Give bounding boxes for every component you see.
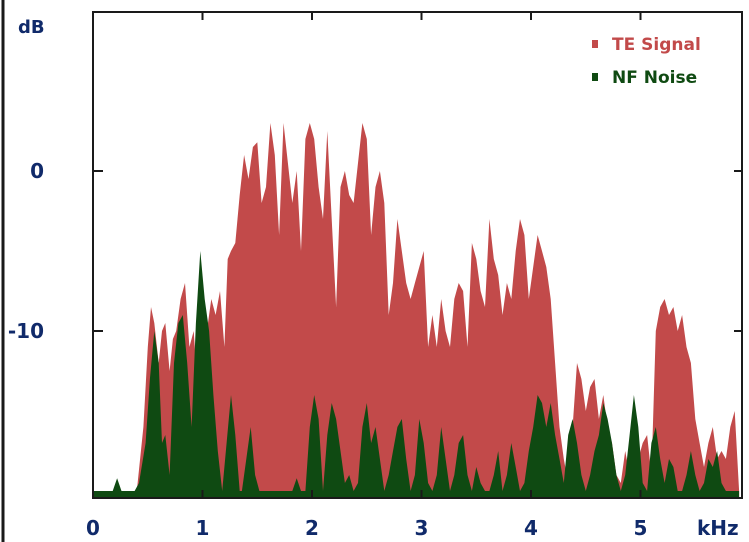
series-area-te-signal xyxy=(136,123,740,498)
x-tick-label: 0 xyxy=(86,516,100,540)
x-tick-label: 3 xyxy=(415,516,429,540)
legend-marker-te-signal xyxy=(592,40,598,48)
x-tick-label: 4 xyxy=(524,516,538,540)
legend: TE Signal NF Noise xyxy=(592,35,701,88)
legend-label-te-signal: TE Signal xyxy=(612,35,701,55)
x-tick-label: 5 xyxy=(634,516,648,540)
plot-area xyxy=(93,123,740,498)
x-axis-unit-label: kHz xyxy=(697,516,739,540)
y-axis-unit-label: dB xyxy=(18,17,45,38)
series-area-nf-noise xyxy=(93,251,740,498)
legend-label-nf-noise: NF Noise xyxy=(612,68,697,88)
x-tick-label: 2 xyxy=(305,516,319,540)
y-tick-label: 0 xyxy=(30,159,44,183)
x-tick-label: 1 xyxy=(196,516,210,540)
y-tick-label: -10 xyxy=(8,319,44,343)
legend-marker-nf-noise xyxy=(592,73,598,81)
plot-frame xyxy=(92,11,743,499)
